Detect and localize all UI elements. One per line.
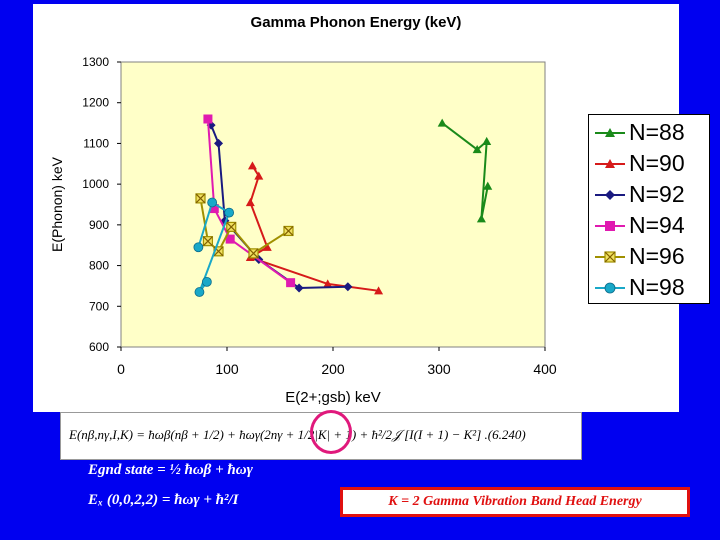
x-tick-label: 400	[533, 361, 557, 377]
data-point	[374, 286, 384, 295]
plot-area	[120, 61, 546, 348]
series-n-90	[245, 161, 384, 295]
legend-marker	[604, 251, 616, 263]
legend-swatch	[595, 282, 625, 294]
legend-marker	[604, 282, 616, 294]
series-line	[206, 118, 292, 284]
chart-title: Gamma Phonon Energy (keV)	[250, 14, 462, 31]
data-point	[482, 136, 492, 145]
data-point	[195, 193, 206, 204]
data-point	[247, 161, 257, 170]
legend-label: N=94	[629, 212, 685, 238]
legend-label: N=98	[629, 274, 685, 300]
y-tick-label: 600	[89, 340, 109, 354]
legend-item: N=90	[589, 148, 711, 179]
data-point	[483, 181, 493, 190]
data-point	[248, 248, 259, 259]
data-point	[202, 236, 214, 247]
legend-item: N=96	[589, 241, 711, 272]
data-point	[193, 242, 204, 253]
legend-marker	[605, 128, 615, 137]
data-point	[207, 197, 218, 208]
legend-item: N=92	[589, 179, 711, 210]
x-tick-label: 300	[427, 361, 451, 377]
chart-legend: N=88 N=90 N=92 N=94 N=96 N=98	[588, 114, 710, 304]
y-tick-label: 1300	[82, 55, 109, 69]
x-tick-label: 200	[321, 361, 345, 377]
k2-callout-text: K = 2 Gamma Vibration Band Head Energy	[388, 494, 642, 509]
legend-item: N=94	[589, 210, 711, 241]
legend-marker	[605, 190, 615, 200]
legend-label: N=92	[629, 181, 685, 207]
legend-item: N=98	[589, 272, 711, 303]
data-point	[214, 138, 224, 148]
y-tick-label: 1200	[82, 96, 109, 110]
data-point	[225, 234, 235, 244]
data-point	[254, 171, 264, 180]
data-point	[286, 278, 296, 288]
y-tick-label: 800	[89, 259, 109, 273]
data-point	[201, 276, 212, 287]
chart-plot: 600 700 800 900 1000 1100 1200 1300 0 100 200 300 40…	[49, 55, 557, 406]
legend-label: N=90	[629, 150, 685, 176]
excited-state-equation: Eₓ (0,0,2,2) = ħωγ + ħ²/I	[88, 492, 239, 508]
legend-swatch	[595, 251, 625, 263]
x-axis-label: E(2+;gsb) keV	[285, 389, 380, 406]
y-tick-label: 700	[89, 299, 109, 313]
x-tick-label: 100	[215, 361, 239, 377]
legend-swatch	[595, 190, 625, 200]
data-point	[476, 214, 486, 223]
data-point	[472, 145, 482, 154]
series-n-94	[203, 114, 296, 288]
data-point	[294, 283, 304, 293]
legend-marker	[605, 159, 615, 168]
legend-swatch	[595, 221, 625, 231]
series-n-88	[437, 118, 493, 223]
k2-callout-box: K = 2 Gamma Vibration Band Head Energy	[340, 487, 690, 517]
series-line	[199, 198, 290, 255]
data-point	[194, 287, 205, 297]
data-point	[224, 207, 235, 218]
y-tick-label: 1100	[83, 136, 109, 150]
series-n-96	[195, 193, 294, 259]
x-tick-label: 0	[117, 361, 125, 377]
legend-label: N=96	[629, 243, 685, 269]
data-point	[323, 279, 333, 288]
data-point	[209, 204, 219, 214]
legend-swatch	[595, 128, 625, 137]
chart-panel: 600 700 800 900 1000 1100 1200 1300 0 100 200 300 40…	[33, 4, 710, 412]
data-point	[203, 114, 213, 124]
k-term-highlight-circle	[310, 410, 352, 454]
y-tick-label: 900	[89, 218, 109, 232]
data-point	[437, 118, 447, 127]
data-point	[245, 197, 255, 207]
legend-item: N=88	[589, 117, 711, 148]
ground-state-equation: Egnd state = ½ ħωβ + ħωγ	[88, 462, 253, 478]
series-n-98	[193, 197, 235, 297]
data-point	[283, 225, 294, 237]
data-point	[262, 242, 272, 251]
energy-formula: E(nβ,nγ,I,K) = ħωβ(nβ + 1/2) + ħωγ(2nγ +…	[69, 427, 526, 442]
legend-marker	[605, 221, 615, 231]
legend-swatch	[595, 159, 625, 168]
y-axis-label: E(Phonon) keV	[49, 156, 65, 252]
y-tick-label: 1000	[82, 177, 109, 191]
data-point	[226, 221, 237, 232]
data-point	[343, 282, 353, 292]
legend-label: N=88	[629, 119, 685, 145]
